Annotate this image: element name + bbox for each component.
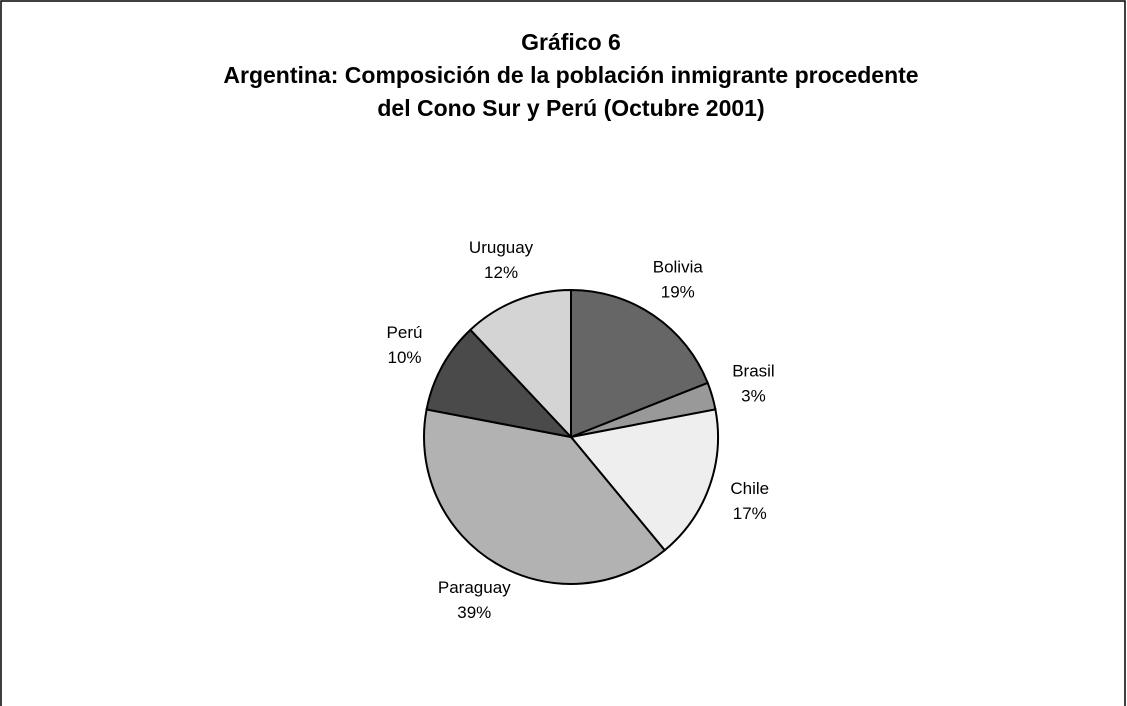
pie-slice [468,288,572,440]
slice-value-label: 12% [484,263,518,282]
pie-slice [570,288,709,439]
slice-value-label: 10% [387,348,421,367]
slice-value-label: 39% [457,603,491,622]
slice-label: Chile [730,479,769,498]
pie-slice [569,408,719,552]
slice-label: Bolivia [653,257,704,276]
chart-title: Argentina: Composición de la población i… [223,62,918,88]
pie-slice [423,408,667,585]
slice-value-label: 19% [661,282,695,301]
slice-value-label: 17% [733,504,767,523]
slice-label: Brasil [732,361,775,380]
slice-label: Paraguay [438,578,511,597]
chart-title: del Cono Sur y Perú (Octubre 2001) [377,95,764,121]
slice-label: Uruguay [469,238,534,257]
slice-label: Perú [387,323,423,342]
chart-title: Gráfico 6 [521,29,621,55]
pie-slice [425,328,574,439]
slice-value-label: 3% [741,386,766,405]
